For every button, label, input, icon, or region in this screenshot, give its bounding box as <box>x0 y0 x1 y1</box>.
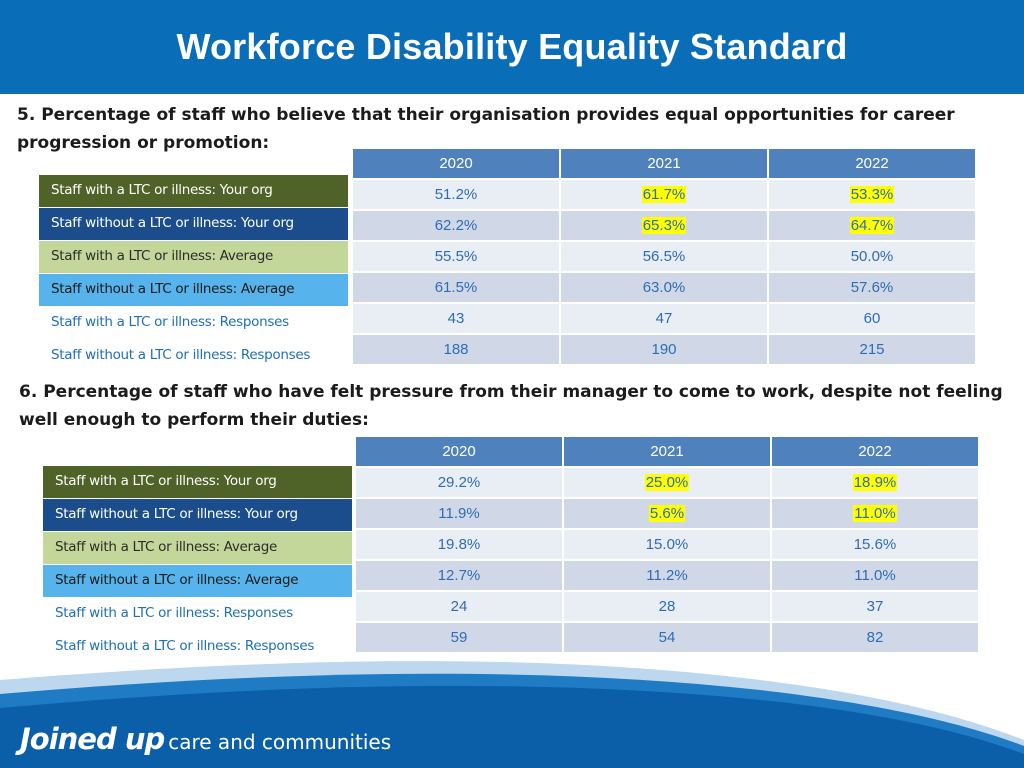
table-cell: 57.6% <box>767 271 977 304</box>
table-header-row: 2020 2021 2022 <box>351 147 977 180</box>
legend-with-ltc-average: Staff with a LTC or illness: Average <box>43 532 352 565</box>
legend-with-ltc-responses: Staff with a LTC or illness: Responses <box>43 598 352 631</box>
brand-logo: Joined up care and communities <box>20 722 391 756</box>
q5-title: 5. Percentage of staff who believe that … <box>17 105 955 153</box>
legend-with-ltc-responses: Staff with a LTC or illness: Responses <box>39 307 348 340</box>
cell-value-highlighted: 5.6% <box>648 505 686 522</box>
legend-without-ltc-your-org: Staff without a LTC or illness: Your org <box>39 208 348 241</box>
table-cell: 64.7% <box>767 209 977 242</box>
table-cell: 11.2% <box>562 559 772 592</box>
table-cell: 56.5% <box>559 240 769 273</box>
column-header-2020: 2020 <box>351 147 561 180</box>
cell-value-highlighted: 11.0% <box>853 505 897 522</box>
table-cell: 59 <box>354 621 564 654</box>
legend-without-ltc-responses: Staff without a LTC or illness: Response… <box>39 340 348 373</box>
table-row: 29.2% 25.0% 18.9% <box>354 466 980 499</box>
table-row: 43 47 60 <box>351 302 977 335</box>
q6-legend: Staff with a LTC or illness: Your org St… <box>43 466 352 664</box>
table-cell: 50.0% <box>767 240 977 273</box>
table-cell: 11.9% <box>354 497 564 530</box>
legend-without-ltc-your-org: Staff without a LTC or illness: Your org <box>43 499 352 532</box>
table-cell: 15.6% <box>770 528 980 561</box>
table-row: 55.5% 56.5% 50.0% <box>351 240 977 273</box>
table-cell: 51.2% <box>351 178 561 211</box>
table-cell: 11.0% <box>770 497 980 530</box>
table-row: 24 28 37 <box>354 590 980 623</box>
table-cell: 190 <box>559 333 769 366</box>
table-cell: 19.8% <box>354 528 564 561</box>
table-cell: 215 <box>767 333 977 366</box>
column-header-2022: 2022 <box>770 435 980 468</box>
cell-value: 11.9% <box>438 505 480 522</box>
legend-without-ltc-average: Staff without a LTC or illness: Average <box>39 274 348 307</box>
cell-value-highlighted: 65.3% <box>641 217 687 234</box>
table-cell: 5.6% <box>562 497 772 530</box>
column-header-2021: 2021 <box>559 147 769 180</box>
q5-table: 2020 2021 2022 51.2% 61.7% 53.3% 62.2% 6… <box>351 147 977 366</box>
page-title: Workforce Disability Equality Standard <box>176 26 848 67</box>
cell-value-highlighted: 61.7% <box>641 186 687 203</box>
column-header-2021: 2021 <box>562 435 772 468</box>
cell-value: 62.2% <box>434 217 478 234</box>
cell-value: 29.2% <box>437 474 481 491</box>
table-cell: 25.0% <box>562 466 772 499</box>
table-cell: 18.9% <box>770 466 980 499</box>
table-row: 59 54 82 <box>354 621 980 654</box>
table-header-row: 2020 2021 2022 <box>354 435 980 468</box>
table-cell: 29.2% <box>354 466 564 499</box>
column-header-2022: 2022 <box>767 147 977 180</box>
table-row: 11.9% 5.6% 11.0% <box>354 497 980 530</box>
q5-legend: Staff with a LTC or illness: Your org St… <box>39 175 348 373</box>
table-cell: 43 <box>351 302 561 335</box>
legend-without-ltc-average: Staff without a LTC or illness: Average <box>43 565 352 598</box>
table-cell: 62.2% <box>351 209 561 242</box>
table-row: 12.7% 11.2% 11.0% <box>354 559 980 592</box>
table-cell: 11.0% <box>770 559 980 592</box>
table-cell: 47 <box>559 302 769 335</box>
table-row: 51.2% 61.7% 53.3% <box>351 178 977 211</box>
cell-value-highlighted: 64.7% <box>849 217 895 234</box>
logo-tagline: care and communities <box>168 730 392 754</box>
table-cell: 188 <box>351 333 561 366</box>
table-cell: 82 <box>770 621 980 654</box>
cell-value: 51.2% <box>434 186 478 203</box>
legend-with-ltc-average: Staff with a LTC or illness: Average <box>39 241 348 274</box>
legend-with-ltc-your-org: Staff with a LTC or illness: Your org <box>39 175 348 208</box>
table-cell: 55.5% <box>351 240 561 273</box>
q6-table: 2020 2021 2022 29.2% 25.0% 18.9% 11.9% 5… <box>354 435 980 654</box>
table-cell: 54 <box>562 621 772 654</box>
table-cell: 37 <box>770 590 980 623</box>
footer-wave <box>0 650 1024 768</box>
table-cell: 65.3% <box>559 209 769 242</box>
table-cell: 28 <box>562 590 772 623</box>
table-row: 62.2% 65.3% 64.7% <box>351 209 977 242</box>
table-row: 19.8% 15.0% 15.6% <box>354 528 980 561</box>
table-cell: 61.5% <box>351 271 561 304</box>
footer-wave-graphic <box>0 661 1024 768</box>
table-cell: 15.0% <box>562 528 772 561</box>
table-cell: 24 <box>354 590 564 623</box>
cell-value-highlighted: 18.9% <box>852 474 898 491</box>
cell-value-highlighted: 53.3% <box>849 186 895 203</box>
column-header-2020: 2020 <box>354 435 564 468</box>
header-bar: Workforce Disability Equality Standard <box>0 0 1024 94</box>
table-row: 61.5% 63.0% 57.6% <box>351 271 977 304</box>
logo-wordmark: Joined up <box>20 722 165 756</box>
legend-without-ltc-responses: Staff without a LTC or illness: Response… <box>43 631 352 664</box>
cell-value-highlighted: 25.0% <box>644 474 690 491</box>
table-cell: 12.7% <box>354 559 564 592</box>
table-cell: 60 <box>767 302 977 335</box>
table-cell: 53.3% <box>767 178 977 211</box>
legend-with-ltc-your-org: Staff with a LTC or illness: Your org <box>43 466 352 499</box>
q6-title: 6. Percentage of staff who have felt pre… <box>19 382 1003 430</box>
table-cell: 61.7% <box>559 178 769 211</box>
table-row: 188 190 215 <box>351 333 977 366</box>
table-cell: 63.0% <box>559 271 769 304</box>
